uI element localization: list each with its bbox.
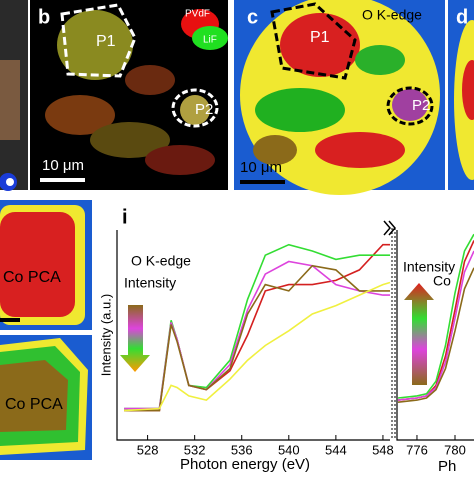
x-tick-label: 544 (325, 442, 347, 457)
region-label: P1 (96, 33, 116, 50)
ylabel: Intensity (a.u.) (98, 294, 113, 376)
xlabel: Photon energy (eV) (180, 456, 310, 473)
panel-title: O K-edge (362, 7, 422, 23)
scale-bar-label: 10 μm (42, 157, 84, 174)
spectrum-line (124, 243, 390, 410)
x-tick-label: 536 (231, 442, 253, 457)
spectra: 528 532 536 540 544 548 i O K-edge Intensity Phot… (98, 206, 474, 475)
spectrum-line (397, 250, 474, 401)
panel-label: d (456, 6, 468, 28)
spectrum-line (397, 233, 474, 399)
arrow-label: Intensity (124, 275, 176, 291)
panel-text: Co PCA (3, 269, 61, 286)
annotation: Co (433, 273, 451, 289)
panel-text: Co PCA (5, 396, 63, 413)
axis-frame (396, 230, 474, 441)
spectrum-line (397, 267, 474, 403)
axis-frame (116, 230, 390, 441)
panel-h: Co PCA Co PCA (0, 200, 92, 460)
panel-label: c (247, 6, 258, 28)
annotation: O K-edge (131, 253, 191, 269)
x-tick-label: 532 (184, 442, 206, 457)
x-tick-label: 776 (406, 442, 428, 457)
break-marker (383, 220, 396, 236)
panel-d: d (448, 0, 474, 190)
region-label: P2 (412, 97, 430, 114)
panel-a (0, 0, 28, 191)
spectrum-line (124, 264, 390, 412)
arrow (404, 283, 434, 385)
region-label: P2 (195, 101, 213, 118)
panel-label: b (38, 6, 50, 28)
scale-bar-label: 10 μm (240, 159, 282, 176)
x-tick-label: 548 (372, 442, 394, 457)
panel-b: b PVdF LiF P1 P2 10 μm (30, 0, 228, 190)
x-tick-label: 540 (278, 442, 300, 457)
legend-label: PVdF (185, 9, 210, 20)
arrow-label: Intensity (403, 259, 455, 275)
spectrum-line (124, 243, 390, 412)
region-label: P1 (310, 29, 330, 46)
label: i (122, 206, 128, 228)
legend-label: LiF (203, 35, 217, 46)
spectrum-line (124, 281, 391, 412)
x-tick-label: 780 (444, 442, 466, 457)
arrow (120, 305, 150, 372)
xlabel: Ph (438, 458, 456, 474)
panel-c: c O K-edge P1 P2 10 μm (234, 0, 445, 195)
x-tick-label: 528 (137, 442, 159, 457)
